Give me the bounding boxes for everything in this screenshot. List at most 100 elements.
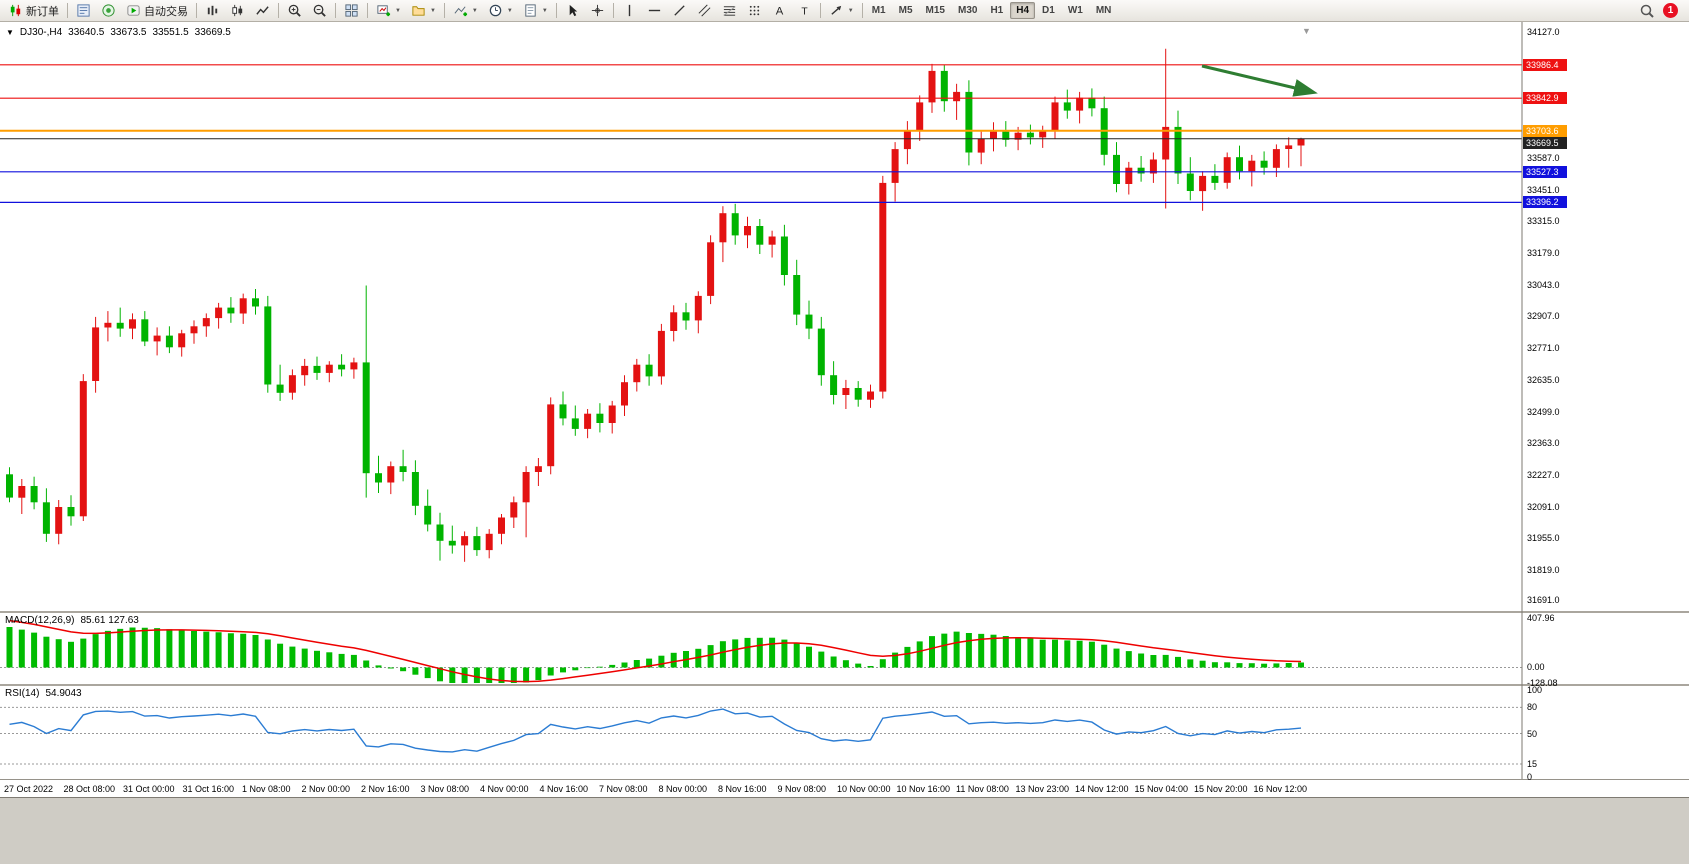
toolbar-separator: [555, 3, 557, 18]
rsi-indicator-label: RSI(14) 54.9043: [5, 688, 82, 699]
toolbar-separator: [278, 3, 279, 18]
arrows-tools-button[interactable]: ▼: [824, 1, 859, 21]
navigator-icon: [102, 4, 115, 17]
tf-button-M30[interactable]: M30: [957, 5, 978, 16]
chevron-down-icon: ▼: [541, 7, 548, 14]
toolbar-right-tools: 1: [1639, 3, 1686, 19]
autotrading-label: 自动交易: [144, 5, 188, 18]
chevron-down-icon: ▼: [506, 7, 513, 14]
cursor-button[interactable]: [560, 1, 585, 21]
toolbar-separator: [819, 3, 821, 18]
chevron-down-icon: ▼: [847, 7, 854, 14]
channel-icon: [698, 4, 711, 17]
horizontal-line-button[interactable]: [642, 1, 667, 21]
tf-button-M15[interactable]: M15: [925, 5, 945, 16]
time-axis-label: 1 Nov 08:00: [242, 784, 291, 794]
time-axis-label: 4 Nov 00:00: [480, 784, 529, 794]
tile-windows-icon: [345, 4, 358, 17]
label-button[interactable]: T: [792, 1, 817, 21]
new-order-label: 新订单: [26, 5, 59, 18]
macd-values: 85.61 127.63: [80, 615, 139, 626]
line-chart-button[interactable]: [250, 1, 275, 21]
rsi-value: 54.9043: [45, 688, 82, 699]
hline-price-tag[interactable]: 33842.9: [1523, 92, 1567, 105]
grid-dots-button[interactable]: [742, 1, 767, 21]
price-axis-label: 33451.0: [1527, 184, 1560, 195]
time-axis-label: 7 Nov 08:00: [599, 784, 648, 794]
fibonacci-icon: [723, 6, 736, 16]
time-axis-label: 4 Nov 16:00: [539, 784, 589, 794]
autotrading-button[interactable]: 自动交易: [121, 1, 193, 21]
hline-price-tag[interactable]: 33986.4: [1523, 58, 1567, 71]
current-price-tag: 33669.5: [1523, 136, 1567, 149]
candlestick-chart-button[interactable]: [225, 1, 250, 21]
hline-price-tag[interactable]: 33396.2: [1523, 196, 1567, 209]
price-axis-label: 32363.0: [1527, 438, 1560, 449]
bar-chart-button[interactable]: [200, 1, 225, 21]
crosshair-button[interactable]: [585, 1, 610, 21]
macd-axis-label: -128.08: [1527, 678, 1558, 688]
vertical-line-icon: [628, 4, 630, 17]
ohlc-open: 33640.5: [68, 27, 105, 38]
market-watch-button[interactable]: [71, 1, 96, 21]
time-axis-label: 15 Nov 04:00: [1134, 784, 1189, 794]
price-axis-label: 32227.0: [1527, 470, 1560, 481]
vertical-line-button[interactable]: [617, 1, 642, 21]
profiles-button[interactable]: ▼: [406, 1, 441, 21]
price-axis-label: 32635.0: [1527, 374, 1560, 385]
toolbar-separator: [367, 3, 368, 18]
svg-text:A: A: [776, 5, 784, 17]
periods-button[interactable]: ▼: [483, 1, 518, 21]
market-watch-icon: [77, 4, 90, 17]
zoom-out-button[interactable]: [307, 1, 332, 21]
time-axis-label: 10 Nov 00:00: [837, 784, 891, 794]
hline-price-tag[interactable]: 33703.6: [1523, 124, 1567, 137]
templates-button[interactable]: ▼: [518, 1, 553, 21]
notification-badge[interactable]: 1: [1663, 3, 1678, 18]
new-chart-button[interactable]: ▼: [371, 1, 406, 21]
rsi-axis-label: 15: [1527, 758, 1538, 769]
time-axis-label: 2 Nov 16:00: [361, 784, 410, 794]
chart-shift-marker[interactable]: ▼: [1302, 26, 1311, 36]
time-axis-label: 14 Nov 12:00: [1075, 784, 1129, 794]
tf-button-H4[interactable]: H4: [1010, 2, 1036, 19]
indicators-button[interactable]: ▼: [448, 1, 483, 21]
price-axis-label: 33179.0: [1527, 248, 1560, 259]
new-order-button[interactable]: 新订单: [3, 1, 64, 21]
price-axis-label: 32771.0: [1527, 343, 1560, 354]
time-axis-label: 16 Nov 12:00: [1253, 784, 1308, 794]
time-axis-label: 31 Oct 16:00: [182, 784, 235, 794]
symbol-period: DJ30-,H4: [19, 27, 63, 38]
tf-button-M5[interactable]: M5: [898, 5, 913, 16]
toolbar-separator: [335, 3, 336, 18]
chevron-down-icon: ▼: [395, 7, 401, 14]
trendline-icon: [674, 5, 685, 16]
templates-icon: [525, 4, 536, 17]
search-icon[interactable]: [1639, 3, 1655, 19]
tf-button-H1[interactable]: H1: [990, 5, 1004, 16]
toolbar-separator: [443, 3, 445, 18]
hline-price-tag[interactable]: 33527.3: [1523, 165, 1567, 178]
fibonacci-button[interactable]: [717, 1, 742, 21]
navigator-button[interactable]: [96, 1, 121, 21]
price-axis-label: 34127.0: [1527, 27, 1560, 37]
trendline-button[interactable]: [667, 1, 692, 21]
crosshair-icon: [591, 4, 603, 17]
clock-icon: [489, 4, 502, 17]
rsi-axis-label: 100: [1527, 685, 1543, 695]
channel-button[interactable]: [692, 1, 717, 21]
symbol-dropdown-icon[interactable]: ▼: [6, 28, 14, 37]
text-button[interactable]: A: [767, 1, 792, 21]
candlestick-chart[interactable]: [0, 22, 1689, 798]
tf-button-W1[interactable]: W1: [1067, 5, 1083, 16]
zoom-in-button[interactable]: [282, 1, 307, 21]
tf-button-MN[interactable]: MN: [1095, 5, 1112, 16]
bar-chart-icon: [207, 5, 218, 16]
timeframe-toolbar: M1 M5 M15 M30 H1 H4 D1 W1 MN: [866, 2, 1118, 19]
tf-button-M1[interactable]: M1: [871, 5, 886, 16]
tf-button-D1[interactable]: D1: [1042, 5, 1055, 16]
tile-windows-button[interactable]: [339, 1, 364, 21]
time-axis-label: 2 Nov 00:00: [301, 784, 351, 794]
new-chart-icon: [377, 5, 391, 17]
